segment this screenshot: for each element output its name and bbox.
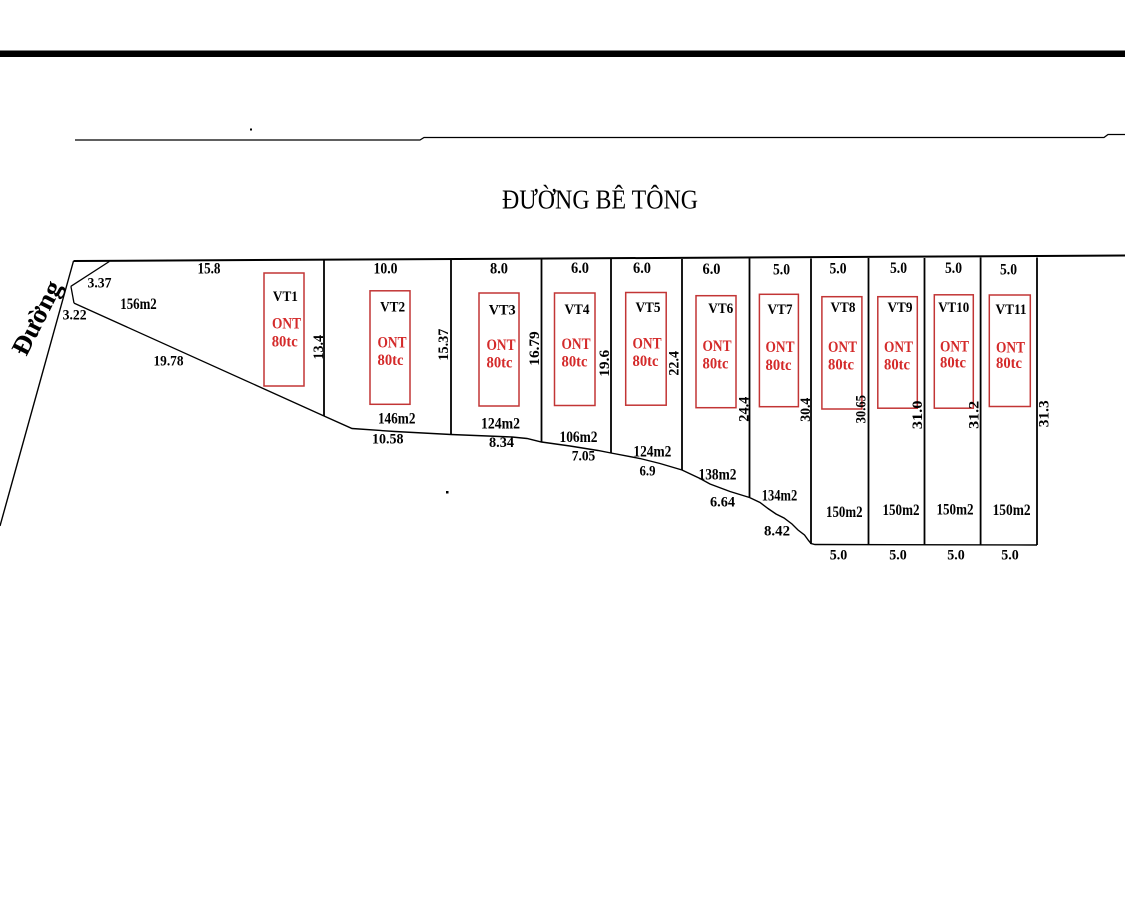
svg-text:ĐƯỜNG BÊ TÔNG: ĐƯỜNG BÊ TÔNG	[502, 184, 698, 215]
svg-text:ONT: ONT	[272, 316, 302, 333]
svg-text:5.0: 5.0	[1001, 548, 1019, 564]
svg-text:80tc: 80tc	[884, 357, 910, 374]
svg-text:VT2: VT2	[380, 300, 405, 316]
svg-text:80tc: 80tc	[766, 357, 792, 374]
svg-text:3.37: 3.37	[88, 276, 112, 292]
svg-text:31.2: 31.2	[967, 401, 983, 429]
svg-text:10.58: 10.58	[372, 432, 404, 448]
svg-text:VT4: VT4	[565, 302, 590, 318]
svg-text:106m2: 106m2	[560, 429, 598, 446]
svg-text:5.0: 5.0	[830, 261, 847, 278]
svg-text:156m2: 156m2	[120, 296, 157, 313]
svg-text:VT8: VT8	[831, 300, 856, 316]
svg-text:VT3: VT3	[489, 303, 516, 319]
svg-text:5.0: 5.0	[830, 548, 848, 564]
svg-text:5.0: 5.0	[773, 262, 790, 279]
svg-text:10.0: 10.0	[374, 261, 398, 278]
svg-text:VT6: VT6	[708, 301, 733, 317]
svg-text:80tc: 80tc	[562, 354, 588, 371]
svg-text:146m2: 146m2	[378, 411, 416, 428]
svg-text:22.4: 22.4	[666, 351, 682, 376]
svg-text:5.0: 5.0	[889, 548, 907, 564]
svg-text:5.0: 5.0	[890, 260, 907, 277]
svg-text:15.8: 15.8	[198, 261, 221, 278]
svg-text:80tc: 80tc	[378, 352, 404, 369]
svg-text:16.79: 16.79	[527, 331, 543, 365]
svg-text:30.4: 30.4	[798, 397, 814, 421]
svg-text:ONT: ONT	[487, 337, 517, 354]
svg-text:ONT: ONT	[940, 339, 970, 356]
svg-text:80tc: 80tc	[828, 357, 854, 374]
svg-text:6.0: 6.0	[703, 261, 721, 278]
svg-text:8.0: 8.0	[490, 261, 508, 278]
svg-text:150m2: 150m2	[883, 502, 920, 519]
svg-text:150m2: 150m2	[826, 504, 863, 521]
svg-text:80tc: 80tc	[487, 355, 513, 372]
svg-text:19.6: 19.6	[597, 349, 613, 377]
svg-text:80tc: 80tc	[633, 353, 659, 370]
svg-text:3.22: 3.22	[63, 308, 87, 324]
svg-text:5.0: 5.0	[1000, 262, 1017, 279]
svg-text:ONT: ONT	[996, 340, 1026, 357]
svg-text:138m2: 138m2	[699, 467, 737, 484]
svg-text:5.0: 5.0	[945, 260, 962, 277]
svg-text:150m2: 150m2	[993, 502, 1031, 519]
svg-text:5.0: 5.0	[947, 548, 965, 564]
svg-text:15.37: 15.37	[436, 328, 452, 360]
svg-text:VT9: VT9	[888, 300, 913, 316]
svg-text:VT1: VT1	[273, 289, 298, 305]
svg-text:7.05: 7.05	[572, 449, 596, 465]
svg-text:VT10: VT10	[938, 300, 969, 316]
svg-text:31.3: 31.3	[1036, 400, 1052, 427]
svg-text:124m2: 124m2	[481, 416, 520, 433]
svg-text:6.0: 6.0	[571, 260, 589, 277]
svg-text:ONT: ONT	[828, 339, 858, 356]
svg-text:124m2: 124m2	[633, 444, 671, 461]
svg-text:13.4: 13.4	[311, 334, 327, 359]
svg-text:6.64: 6.64	[710, 495, 735, 511]
svg-text:ONT: ONT	[766, 339, 796, 356]
svg-text:80tc: 80tc	[940, 355, 966, 372]
svg-text:VT11: VT11	[996, 302, 1027, 318]
svg-text:31.0: 31.0	[910, 401, 926, 430]
svg-text:80tc: 80tc	[703, 356, 729, 373]
svg-text:8.34: 8.34	[489, 435, 514, 451]
svg-text:6.9: 6.9	[640, 464, 656, 480]
svg-text:VT5: VT5	[636, 300, 661, 316]
svg-text:134m2: 134m2	[762, 488, 798, 505]
svg-text:24.4: 24.4	[736, 396, 752, 421]
svg-text:ONT: ONT	[703, 338, 733, 355]
svg-text:30.65: 30.65	[854, 395, 870, 423]
svg-text:6.0: 6.0	[633, 260, 651, 277]
svg-text:ONT: ONT	[884, 339, 914, 356]
svg-text:19.78: 19.78	[154, 354, 184, 370]
svg-text:80tc: 80tc	[996, 355, 1022, 372]
svg-text:VT7: VT7	[768, 302, 793, 318]
svg-text:8.42: 8.42	[764, 524, 790, 540]
svg-text:80tc: 80tc	[272, 334, 298, 351]
svg-text:ONT: ONT	[633, 336, 663, 353]
svg-text:ONT: ONT	[378, 335, 408, 352]
svg-text:ONT: ONT	[562, 336, 592, 353]
svg-text:150m2: 150m2	[937, 502, 974, 519]
